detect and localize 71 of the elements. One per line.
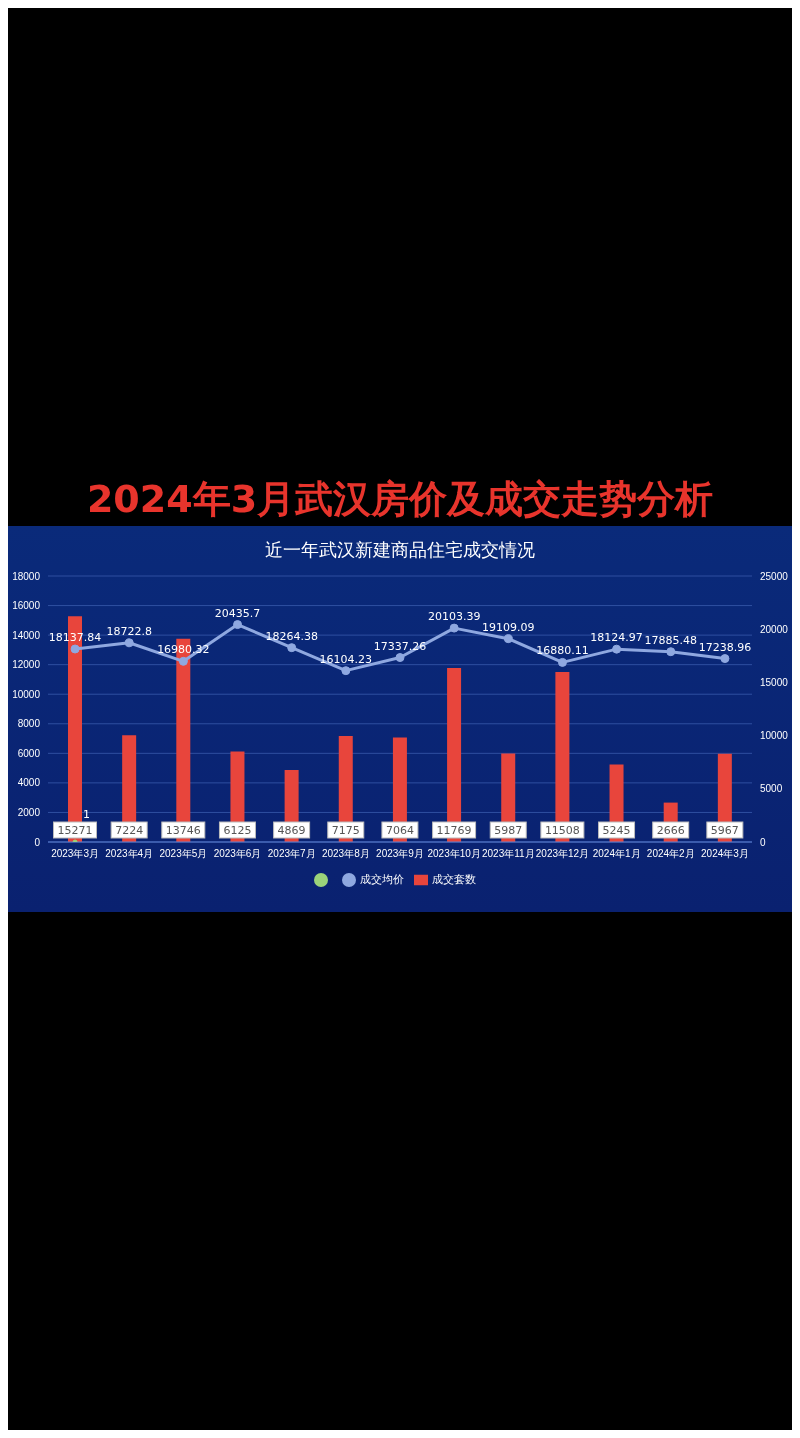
y-tick-label: 6000 xyxy=(17,747,41,759)
data-label: 2666 xyxy=(656,824,685,837)
data-label: 11508 xyxy=(544,824,580,837)
data-label: 17238.96 xyxy=(698,640,752,654)
point xyxy=(178,656,188,666)
y-tick-label: 12000 xyxy=(12,659,41,671)
y-tick-label: 4000 xyxy=(17,777,41,789)
point xyxy=(395,653,405,663)
point xyxy=(70,644,80,654)
y-tick-label: 10000 xyxy=(12,688,41,700)
x-tick-label: 2023年9月 xyxy=(376,848,424,860)
data-label: 7175 xyxy=(331,824,360,837)
point xyxy=(287,643,297,653)
legend-label: 成交套数 xyxy=(432,873,476,886)
x-tick-label: 2023年10月 xyxy=(427,848,481,860)
x-tick-label: 2023年3月 xyxy=(51,848,99,860)
legend-label: 成交均价 xyxy=(360,873,404,886)
data-label: 19109.09 xyxy=(482,620,535,634)
data-label: 13746 xyxy=(165,824,201,837)
data-label: 20435.7 xyxy=(214,606,261,620)
data-label: 5245 xyxy=(602,824,631,837)
data-label: 18722.8 xyxy=(106,624,152,638)
x-tick-label: 2023年4月 xyxy=(105,848,154,860)
data-label: 11769 xyxy=(436,824,472,837)
y2-tick-label: 20000 xyxy=(760,623,789,635)
x-tick-label: 2023年6月 xyxy=(213,848,262,860)
y2-tick-label: 15000 xyxy=(760,676,789,688)
chart-subtitle: 近一年武汉新建商品住宅成交情况 xyxy=(264,538,536,562)
x-tick-label: 2024年1月 xyxy=(592,848,641,860)
data-label: 18124.97 xyxy=(590,631,643,645)
y-tick-label: 14000 xyxy=(12,629,41,641)
point xyxy=(612,644,622,654)
y2-tick-label: 5000 xyxy=(760,783,783,795)
data-label: 16104.23 xyxy=(319,652,373,666)
data-label: 5987 xyxy=(494,824,523,837)
x-tick-label: 2023年12月 xyxy=(535,848,590,860)
point xyxy=(666,647,676,657)
point xyxy=(124,638,134,648)
data-label: 7064 xyxy=(385,824,414,837)
x-tick-label: 2023年5月 xyxy=(159,848,208,860)
x-tick-label: 2024年3月 xyxy=(701,848,749,860)
data-label: 4869 xyxy=(277,824,306,837)
y-tick-label: 16000 xyxy=(12,600,41,612)
data-label: 17885.48 xyxy=(644,633,698,647)
x-tick-label: 2023年11月 xyxy=(481,848,535,860)
y-tick-label: 8000 xyxy=(17,718,41,730)
point xyxy=(341,666,351,676)
x-tick-label: 2024年2月 xyxy=(646,848,695,860)
data-label: 17337.26 xyxy=(373,639,427,653)
data-label: 15271 xyxy=(57,824,93,837)
point xyxy=(233,620,243,630)
y-tick-label: 2000 xyxy=(17,806,41,818)
point xyxy=(720,654,730,664)
data-label: 6125 xyxy=(223,824,252,837)
chart-title: 2024年3月武汉房价及成交走势分析 xyxy=(85,476,715,523)
y-tick-label: 0 xyxy=(34,836,41,848)
data-label: 20103.39 xyxy=(427,610,481,624)
data-label: 18264.38 xyxy=(265,629,318,643)
y-tick-label: 18000 xyxy=(12,570,41,582)
y2-tick-label: 25000 xyxy=(760,570,789,582)
point xyxy=(557,657,567,667)
data-label: 16880.11 xyxy=(536,644,589,658)
data-label: 7224 xyxy=(115,824,144,837)
x-tick-label: 2023年7月 xyxy=(267,848,316,860)
x-tick-label: 2023年8月 xyxy=(321,848,370,860)
y2-tick-label: 10000 xyxy=(760,730,789,742)
data-label: 5967 xyxy=(710,824,739,837)
point xyxy=(449,623,459,633)
data-label: 1 xyxy=(83,807,91,821)
point xyxy=(503,634,513,644)
y2-tick-label: 0 xyxy=(760,836,766,848)
